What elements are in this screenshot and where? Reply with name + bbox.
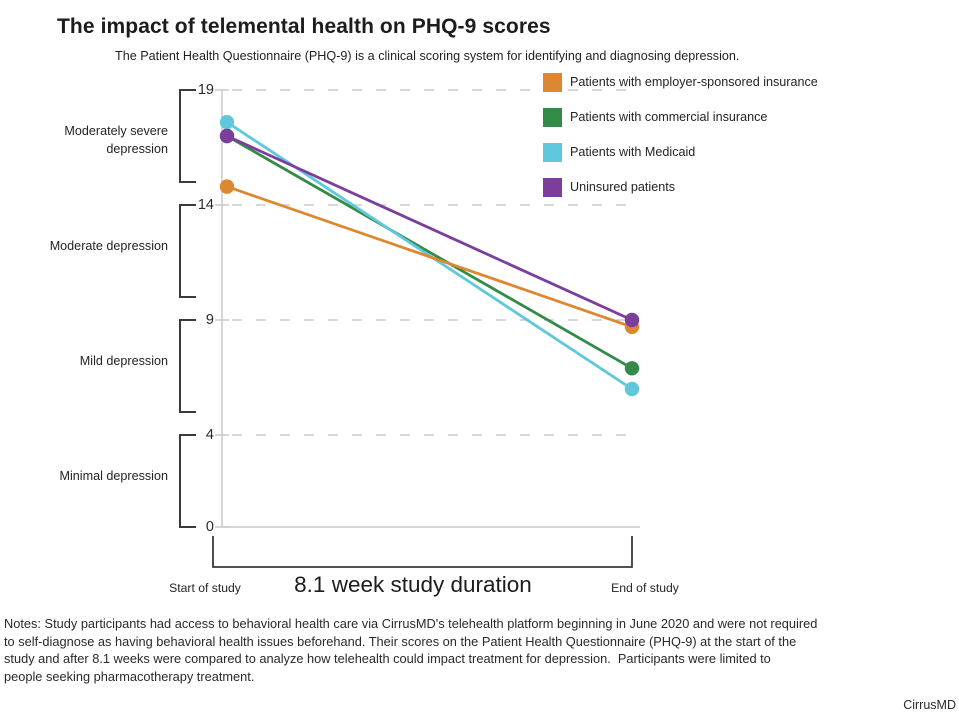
- severity-band-bracket: [179, 434, 196, 528]
- severity-band-bracket: [179, 89, 196, 183]
- legend-label: Patients with commercial insurance: [570, 110, 768, 124]
- legend-item: Patients with Medicaid: [543, 142, 818, 162]
- series-line: [226, 185, 633, 329]
- study-duration-label: 8.1 week study duration: [294, 572, 532, 597]
- legend-label: Patients with employer-sponsored insuran…: [570, 75, 818, 89]
- legend-swatch-icon: [543, 177, 562, 197]
- legend-swatch-icon: [543, 142, 562, 162]
- duration-bracket: [212, 536, 633, 568]
- y-tick-label: 14: [197, 197, 214, 213]
- series-start-dot: [219, 128, 235, 144]
- legend-label: Patients with Medicaid: [570, 145, 696, 159]
- legend-label: Uninsured patients: [570, 180, 676, 194]
- legend-item: Uninsured patients: [543, 177, 818, 197]
- series-start-dot: [219, 115, 235, 130]
- severity-band-label: Mild depression: [79, 354, 168, 368]
- severity-band-bracket: [179, 204, 196, 298]
- severity-band-label: Minimal depression: [59, 469, 169, 483]
- severity-band-bracket: [179, 319, 196, 413]
- legend-swatch-icon: [543, 107, 562, 127]
- series-end-dot: [624, 381, 640, 397]
- x-label-start: Start of study: [169, 581, 241, 595]
- chart-legend: Patients with employer-sponsored insuran…: [543, 72, 818, 197]
- severity-band-label: Moderate depression: [49, 239, 168, 253]
- y-tick-label: 0: [205, 519, 214, 535]
- y-tick-label: 19: [197, 82, 214, 98]
- legend-item: Patients with employer-sponsored insuran…: [543, 72, 818, 92]
- page-title: The impact of telemental health on PHQ-9…: [57, 15, 551, 38]
- series-end-dot: [624, 312, 640, 328]
- series-line: [226, 134, 633, 322]
- legend-swatch-icon: [543, 72, 562, 92]
- x-label-end: End of study: [611, 581, 679, 595]
- y-tick-label: 4: [205, 427, 214, 443]
- severity-band-label: Moderately severe depression: [64, 124, 168, 156]
- series-line: [226, 134, 633, 370]
- y-tick-label: 9: [205, 312, 214, 328]
- series-end-dot: [624, 361, 640, 376]
- notes-text: Notes: Study participants had access to …: [4, 616, 818, 684]
- page-subtitle: The Patient Health Questionnaire (PHQ-9)…: [115, 49, 740, 63]
- brand-credit: CirrusMD: [903, 698, 956, 712]
- series-start-dot: [219, 179, 235, 194]
- legend-item: Patients with commercial insurance: [543, 107, 818, 127]
